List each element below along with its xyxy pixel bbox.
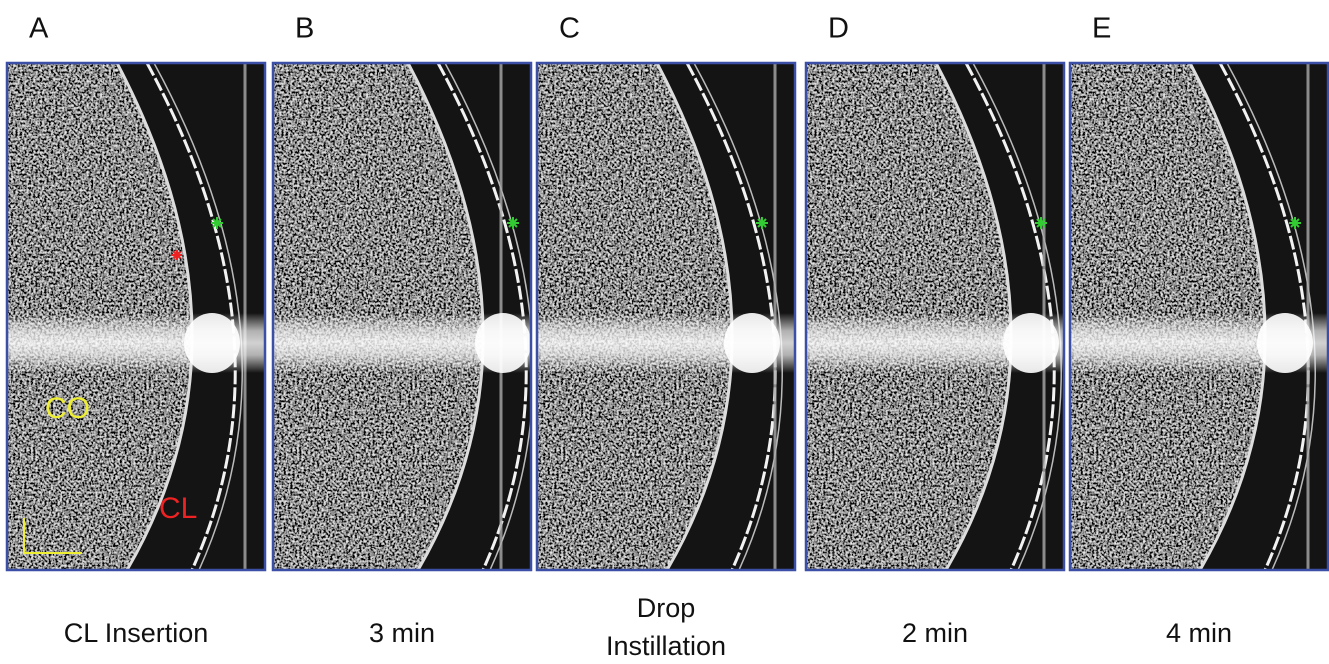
panel-letter: D xyxy=(828,13,849,45)
panel-content xyxy=(273,63,531,570)
panel-border xyxy=(271,61,533,572)
oct-panel xyxy=(535,61,797,572)
oct-panel xyxy=(271,61,533,572)
panel-border xyxy=(1068,61,1329,572)
oct-panel xyxy=(1068,61,1329,572)
panel-border xyxy=(535,61,797,572)
panel-content xyxy=(806,63,1064,570)
reflection-core xyxy=(724,313,780,373)
panel-caption: Instillation xyxy=(606,631,726,661)
green-asterisk xyxy=(212,218,222,228)
panel-caption: 3 min xyxy=(369,618,435,648)
panel-content xyxy=(537,63,795,570)
green-asterisk xyxy=(1290,218,1300,228)
lens-label: CL xyxy=(159,492,197,525)
cornea-label: CO xyxy=(45,392,90,425)
panel-caption: Drop xyxy=(637,593,696,623)
reflection-core xyxy=(1003,313,1059,373)
panel-border xyxy=(804,61,1066,572)
panel-letter: B xyxy=(295,13,314,45)
panel-letter: E xyxy=(1092,13,1111,45)
oct-panel xyxy=(804,61,1066,572)
panel-content: CO CL xyxy=(7,63,265,570)
lens-arc-2 xyxy=(444,63,531,570)
panel-caption: 4 min xyxy=(1166,618,1232,648)
panel-border xyxy=(5,61,267,572)
oct-panel: CO CL xyxy=(5,61,267,572)
green-asterisk xyxy=(757,218,767,228)
green-asterisk xyxy=(1036,218,1046,228)
panel-content xyxy=(1070,63,1328,570)
panel-caption: 2 min xyxy=(902,618,968,648)
panel-letter: C xyxy=(559,13,580,45)
reflection-core xyxy=(475,313,531,373)
reflection-core xyxy=(1257,313,1313,373)
panel-letter: A xyxy=(29,13,49,45)
green-asterisk xyxy=(508,218,518,228)
red-asterisk xyxy=(172,250,182,260)
scale-bar xyxy=(23,518,82,554)
reflection-core xyxy=(184,313,240,373)
panel-caption: CL Insertion xyxy=(64,618,209,648)
